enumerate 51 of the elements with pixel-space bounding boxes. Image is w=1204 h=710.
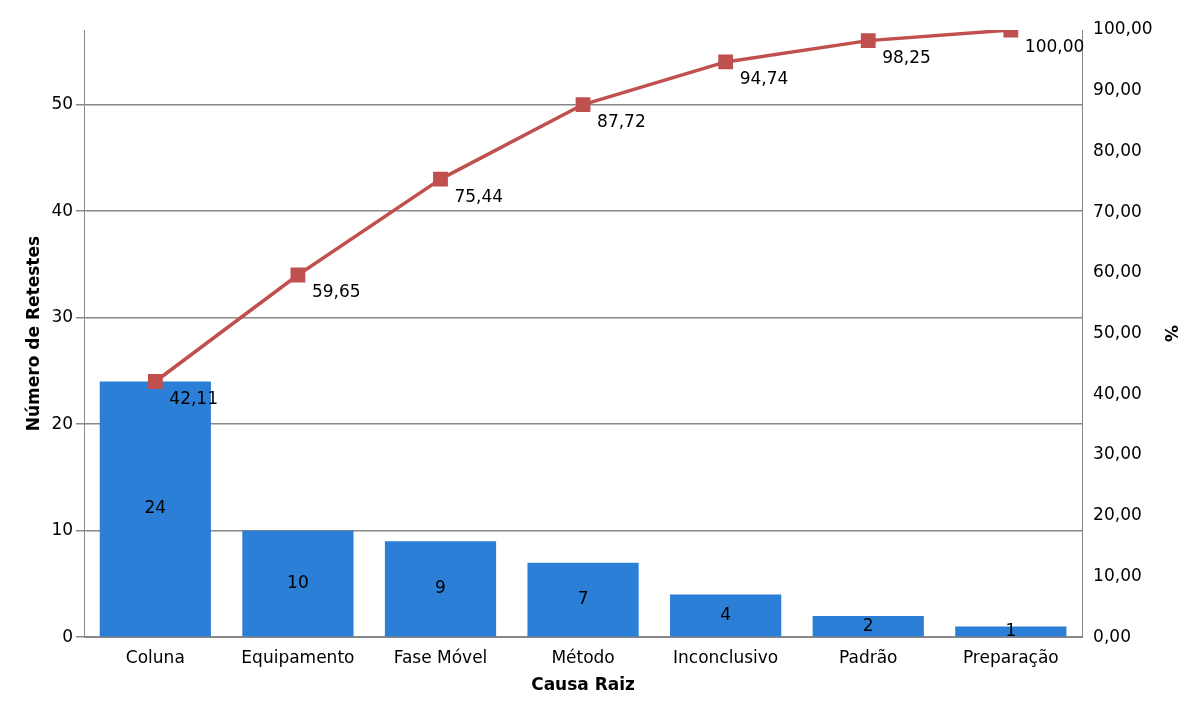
point [718,54,734,70]
x-tick-label: Equipamento [241,646,355,667]
y-axis-title: Número de Retestes [22,235,43,432]
x-axis-title: Causa Raiz [531,674,636,695]
data-label: 2 [862,614,874,635]
x-tick-label: Inconclusivo [673,646,779,667]
point [433,171,448,187]
point [290,267,306,283]
bar [670,594,782,637]
y2-axis-title: % [1161,325,1182,343]
y2-tick-label: 10,00 [1093,564,1142,585]
y2-tick-label: 0,00 [1093,625,1131,646]
data-label: 10 [287,571,309,592]
point [147,374,163,389]
bar [527,562,639,637]
data-label: 98,25 [882,47,931,68]
bar [812,615,924,637]
y2-tick-label: 50,00 [1093,322,1142,343]
data-label: 87,72 [597,110,646,131]
y2-tick-label: 40,00 [1093,382,1142,403]
data-label: 94,74 [739,68,789,89]
y2-tick-label: 70,00 [1093,200,1142,221]
y2-tick-label: 100,00 [1093,18,1153,39]
data-label: 9 [435,577,446,598]
data-label: 7 [577,587,589,608]
x-tick-label: Padrão [838,646,898,667]
data-label: 100,00 [1024,36,1085,57]
data-label: 24 [144,497,167,518]
y2-tick-label: 20,00 [1093,504,1142,525]
y-tick-label: 40 [51,199,74,220]
point [575,97,591,112]
data-label: 4 [720,603,732,624]
y2-tick-label: 30,00 [1093,443,1142,464]
x-tick-label: Preparação [962,646,1059,667]
x-tick-label: Coluna [125,646,185,667]
y2-tick-label: 80,00 [1093,139,1142,160]
point [860,33,876,49]
y2-tick-label: 90,00 [1093,79,1142,100]
y-tick-label: 0 [62,625,74,646]
data-label: 75,44 [454,185,504,206]
y-tick-label: 50 [51,92,74,113]
y-tick-label: 10 [51,519,74,540]
x-tick-label: Método [551,646,615,667]
bar [384,541,497,637]
y-tick-label: 20 [51,412,74,433]
x-tick-label: Fase Móvel [393,646,488,667]
data-label: 1 [1005,619,1017,640]
y2-tick-label: 60,00 [1093,261,1142,282]
y-tick-label: 30 [51,306,74,327]
data-label: 59,65 [311,281,361,302]
bar [242,530,354,637]
